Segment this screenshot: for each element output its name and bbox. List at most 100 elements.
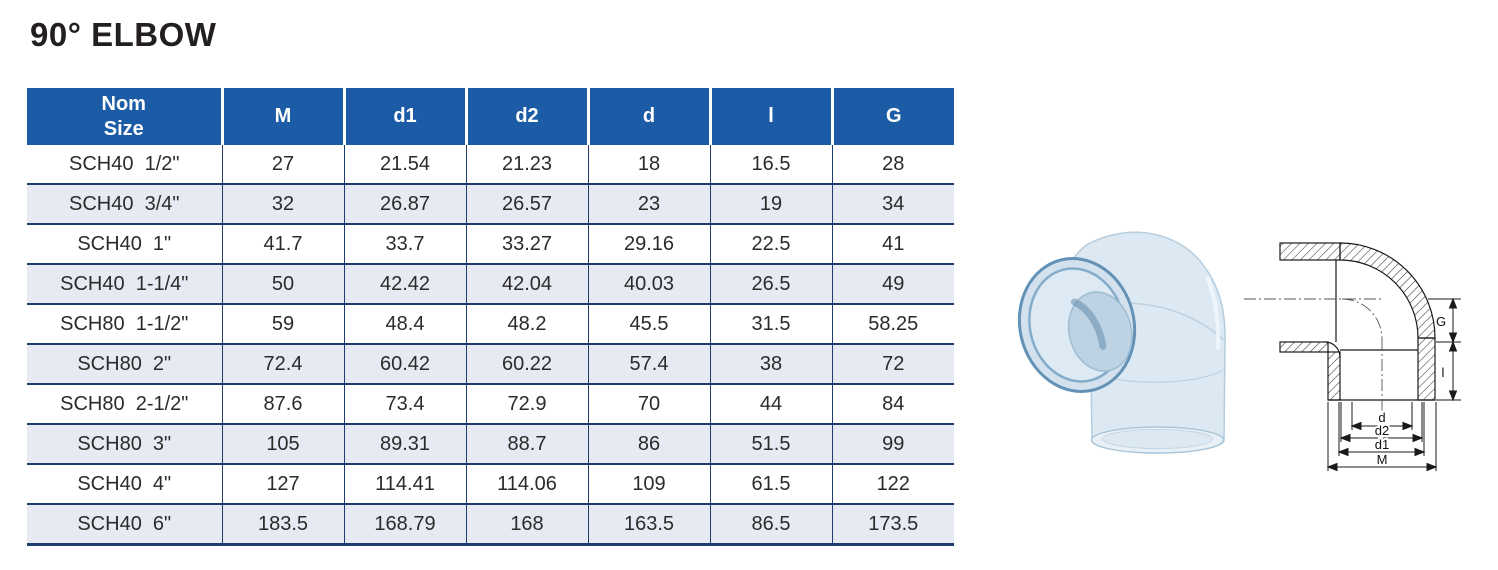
value-cell: 45.5 <box>587 303 710 344</box>
value-cell: 99 <box>831 423 954 464</box>
value-cell: 173.5 <box>831 503 954 545</box>
value-cell: 72.4 <box>221 343 344 384</box>
spec-table-body: SCH40 1/2" 27 21.54 21.23 18 16.5 28 SCH40 3/4"… <box>27 145 954 545</box>
value-cell: 168.79 <box>343 503 466 545</box>
elbow-diagram: G l d d2 d1 M <box>1244 242 1461 472</box>
spec-table-header: Nom Size M d1 d2 d l G <box>27 88 954 145</box>
size-cell: SCH80 3" <box>27 423 222 464</box>
value-cell: 114.41 <box>343 463 466 504</box>
dimension-lines <box>1326 297 1461 472</box>
col-header-g: G <box>830 88 954 145</box>
value-cell: 114.06 <box>465 463 588 504</box>
table-row: SCH80 2-1/2" 87.6 73.4 72.9 70 44 84 <box>27 383 954 424</box>
value-cell: 73.4 <box>343 383 466 424</box>
size-cell: SCH40 4" <box>27 463 222 504</box>
value-cell: 58.25 <box>831 303 954 344</box>
table-row: SCH80 3" 105 89.31 88.7 86 51.5 99 <box>27 423 954 464</box>
spec-table: Nom Size M d1 d2 d l G SCH40 1/2" 27 21.54… <box>27 88 954 546</box>
value-cell: 42.04 <box>465 263 588 304</box>
value-cell: 57.4 <box>587 343 710 384</box>
size-cell: SCH40 1/2" <box>27 145 222 184</box>
size-cell: SCH40 3/4" <box>27 183 222 224</box>
value-cell: 21.54 <box>343 145 466 184</box>
value-cell: 88.7 <box>465 423 588 464</box>
elbow-photo <box>1017 231 1226 454</box>
table-row: SCH40 1" 41.7 33.7 33.27 29.16 22.5 41 <box>27 223 954 264</box>
nom-header-line2: Size <box>103 117 144 140</box>
value-cell: 21.23 <box>465 145 588 184</box>
dim-label-l: l <box>1442 365 1445 380</box>
dim-label-m: M <box>1377 452 1388 467</box>
value-cell: 42.42 <box>343 263 466 304</box>
value-cell: 40.03 <box>587 263 710 304</box>
value-cell: 33.27 <box>465 223 588 264</box>
value-cell: 18 <box>587 145 710 184</box>
value-cell: 16.5 <box>709 145 832 184</box>
table-row: SCH40 1-1/4" 50 42.42 42.04 40.03 26.5 49 <box>27 263 954 304</box>
value-cell: 26.87 <box>343 183 466 224</box>
value-cell: 127 <box>221 463 344 504</box>
value-cell: 28 <box>831 145 954 184</box>
value-cell: 29.16 <box>587 223 710 264</box>
value-cell: 89.31 <box>343 423 466 464</box>
size-cell: SCH80 2" <box>27 343 222 384</box>
value-cell: 60.22 <box>465 343 588 384</box>
value-cell: 72.9 <box>465 383 588 424</box>
col-header-d1: d1 <box>342 88 466 145</box>
table-row: SCH80 2" 72.4 60.42 60.22 57.4 38 72 <box>27 343 954 384</box>
value-cell: 86.5 <box>709 503 832 545</box>
nom-size-header-cell: Nom Size <box>27 88 222 145</box>
dim-label-d1: d1 <box>1375 437 1389 452</box>
value-cell: 48.2 <box>465 303 588 344</box>
value-cell: 22.5 <box>709 223 832 264</box>
value-cell: 34 <box>831 183 954 224</box>
value-cell: 26.57 <box>465 183 588 224</box>
value-cell: 49 <box>831 263 954 304</box>
table-row: SCH40 4" 127 114.41 114.06 109 61.5 122 <box>27 463 954 504</box>
value-cell: 41.7 <box>221 223 344 264</box>
value-cell: 32 <box>221 183 344 224</box>
page-title: 90° ELBOW <box>30 16 217 53</box>
col-header-l: l <box>708 88 832 145</box>
value-cell: 109 <box>587 463 710 504</box>
value-cell: 86 <box>587 423 710 464</box>
value-cell: 23 <box>587 183 710 224</box>
col-header-m: M <box>220 88 344 145</box>
table-row: SCH80 1-1/2" 59 48.4 48.2 45.5 31.5 58.25 <box>27 303 954 344</box>
value-cell: 44 <box>709 383 832 424</box>
value-cell: 27 <box>221 145 344 184</box>
value-cell: 168 <box>465 503 588 545</box>
value-cell: 41 <box>831 223 954 264</box>
value-cell: 163.5 <box>587 503 710 545</box>
value-cell: 51.5 <box>709 423 832 464</box>
col-header-d2: d2 <box>464 88 588 145</box>
value-cell: 26.5 <box>709 263 832 304</box>
size-cell: SCH80 2-1/2" <box>27 383 222 424</box>
table-row: SCH40 6" 183.5 168.79 168 163.5 86.5 173.5 <box>27 503 954 545</box>
value-cell: 105 <box>221 423 344 464</box>
value-cell: 84 <box>831 383 954 424</box>
table-row: SCH40 1/2" 27 21.54 21.23 18 16.5 28 <box>27 145 954 184</box>
size-cell: SCH80 1-1/2" <box>27 303 222 344</box>
centerlines <box>1244 298 1383 417</box>
value-cell: 183.5 <box>221 503 344 545</box>
col-header-d: d <box>586 88 710 145</box>
value-cell: 31.5 <box>709 303 832 344</box>
dim-label-g: G <box>1436 314 1446 329</box>
dim-label-d: d <box>1378 410 1385 425</box>
value-cell: 87.6 <box>221 383 344 424</box>
value-cell: 38 <box>709 343 832 384</box>
size-cell: SCH40 1" <box>27 223 222 264</box>
value-cell: 19 <box>709 183 832 224</box>
size-cell: SCH40 6" <box>27 503 222 545</box>
value-cell: 70 <box>587 383 710 424</box>
value-cell: 48.4 <box>343 303 466 344</box>
dim-label-d2: d2 <box>1375 423 1389 438</box>
value-cell: 33.7 <box>343 223 466 264</box>
value-cell: 59 <box>221 303 344 344</box>
value-cell: 60.42 <box>343 343 466 384</box>
table-row: SCH40 3/4" 32 26.87 26.57 23 19 34 <box>27 183 954 224</box>
elbow-cross-section <box>1279 242 1436 401</box>
nom-header-line1: Nom <box>101 92 146 115</box>
